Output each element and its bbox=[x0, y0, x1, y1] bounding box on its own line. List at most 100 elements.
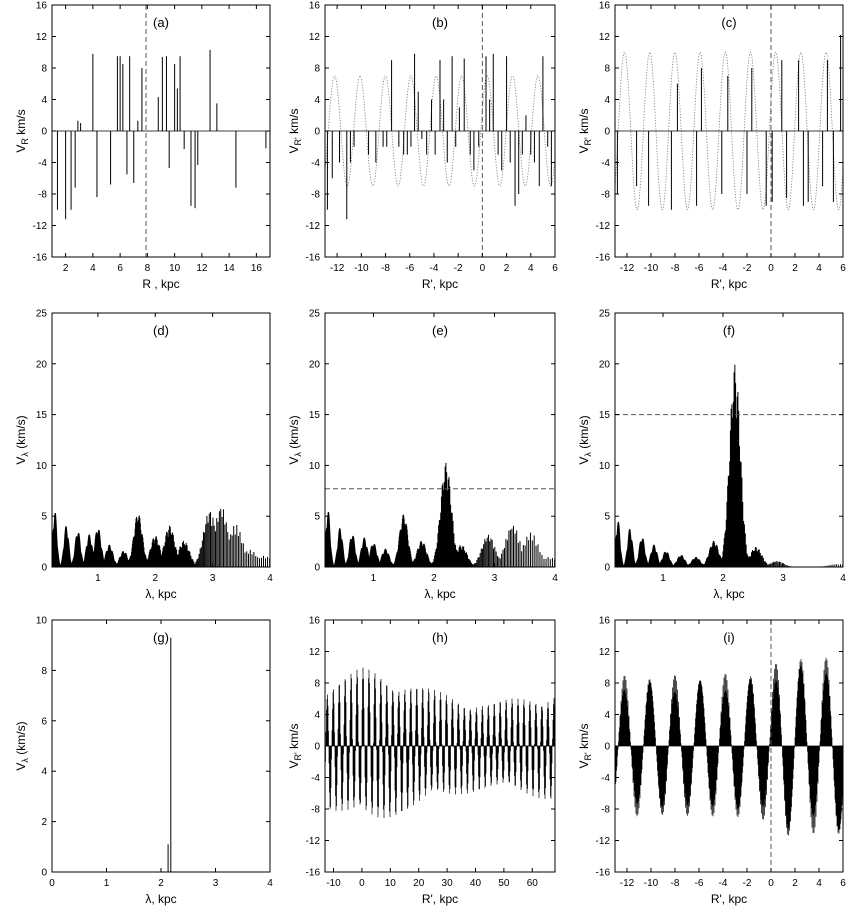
x-tick-label: -10 bbox=[644, 263, 659, 274]
y-tick-label: 20 bbox=[36, 359, 48, 370]
panel-label: (a) bbox=[153, 15, 169, 30]
y-label-symbol: V bbox=[14, 763, 28, 771]
y-label-symbol: V bbox=[287, 145, 301, 153]
y-tick-label: 8 bbox=[314, 679, 320, 690]
y-label-unit: km/s bbox=[577, 724, 591, 753]
y-tick-label: -4 bbox=[601, 158, 610, 169]
y-tick-label: 12 bbox=[599, 32, 611, 43]
y-axis-label: VR' km/s bbox=[577, 724, 593, 769]
panel-label: (b) bbox=[432, 15, 448, 30]
y-tick-label: 8 bbox=[41, 64, 47, 75]
x-tick-label: 40 bbox=[470, 878, 482, 889]
y-tick-label: -12 bbox=[306, 836, 321, 847]
y-label-subscript: R bbox=[20, 138, 30, 145]
x-tick-label: 2 bbox=[792, 263, 798, 274]
oscillation-bars bbox=[325, 667, 555, 818]
y-label-symbol: V bbox=[577, 760, 591, 768]
x-tick-label: 4 bbox=[90, 263, 96, 274]
y-tick-label: -8 bbox=[311, 805, 320, 816]
x-tick-label: 4 bbox=[840, 573, 846, 584]
y-label-subscript: R' bbox=[583, 137, 593, 145]
x-tick-label: 2 bbox=[63, 263, 69, 274]
x-tick-label: 0 bbox=[480, 263, 486, 274]
y-label-symbol: V bbox=[577, 457, 591, 465]
x-tick-label: 0 bbox=[359, 878, 365, 889]
y-tick-label: -16 bbox=[596, 253, 611, 264]
y-axis-label: VR' km/s bbox=[577, 109, 593, 154]
y-tick-label: 25 bbox=[599, 309, 611, 320]
y-tick-label: 15 bbox=[309, 410, 321, 421]
x-tick-label: 0 bbox=[49, 878, 55, 889]
y-axis-label: Vλ (km/s) bbox=[577, 415, 593, 464]
panel-label: (e) bbox=[432, 323, 448, 338]
y-tick-label: 2 bbox=[41, 817, 47, 828]
x-tick-label: 4 bbox=[816, 263, 822, 274]
x-tick-label: 8 bbox=[145, 263, 151, 274]
x-axis-label: R', kpc bbox=[711, 277, 747, 291]
y-tick-label: 8 bbox=[604, 679, 610, 690]
y-tick-label: 5 bbox=[41, 512, 47, 523]
chart-panel-f: 1 2 3 4 0 5 10 15 20 25 (f) λ, kpc Vλ (km/s) bbox=[577, 309, 846, 602]
plot-area bbox=[615, 364, 843, 567]
y-label-symbol: V bbox=[287, 457, 301, 465]
x-tick-label: 16 bbox=[251, 263, 263, 274]
x-axis-label: R , kpc bbox=[142, 277, 179, 291]
x-tick-label: 6 bbox=[552, 263, 558, 274]
y-tick-label: -4 bbox=[38, 158, 47, 169]
x-tick-label: 4 bbox=[528, 263, 534, 274]
y-tick-label: -12 bbox=[306, 221, 321, 232]
y-label-unit: (km/s) bbox=[287, 415, 301, 452]
y-tick-label: 8 bbox=[314, 64, 320, 75]
y-axis-label: Vλ (km/s) bbox=[14, 721, 30, 770]
plot-area bbox=[52, 508, 270, 567]
x-tick-label: 14 bbox=[224, 263, 236, 274]
x-tick-label: -8 bbox=[671, 263, 680, 274]
x-tick-label: 10 bbox=[385, 878, 397, 889]
x-tick-label: -12 bbox=[620, 263, 635, 274]
y-tick-label: -4 bbox=[311, 158, 320, 169]
y-label-subscript: λ bbox=[293, 452, 303, 457]
plot-area bbox=[167, 637, 172, 872]
panel-label: (c) bbox=[721, 15, 736, 30]
x-tick-label: -6 bbox=[695, 263, 704, 274]
x-tick-label: 6 bbox=[117, 263, 123, 274]
y-tick-label: -16 bbox=[306, 253, 321, 264]
x-tick-label: -12 bbox=[330, 263, 345, 274]
y-axis-label: Vλ (km/s) bbox=[287, 415, 303, 464]
y-tick-label: 6 bbox=[41, 716, 47, 727]
x-axis-label: λ, kpc bbox=[145, 587, 176, 601]
y-tick-label: -16 bbox=[33, 253, 48, 264]
y-tick-label: -8 bbox=[601, 190, 610, 201]
panel-label: (f) bbox=[723, 323, 735, 338]
y-tick-label: 20 bbox=[309, 359, 321, 370]
y-tick-label: 16 bbox=[309, 616, 321, 627]
x-tick-label: 2 bbox=[431, 573, 437, 584]
y-tick-label: -8 bbox=[311, 190, 320, 201]
y-tick-label: -8 bbox=[38, 190, 47, 201]
plot-area bbox=[325, 5, 555, 257]
x-tick-label: 50 bbox=[498, 878, 510, 889]
y-tick-label: 8 bbox=[604, 64, 610, 75]
x-tick-label: 1 bbox=[104, 878, 110, 889]
spectrum-lines bbox=[615, 364, 843, 567]
x-tick-label: 3 bbox=[213, 878, 219, 889]
x-tick-label: 2 bbox=[158, 878, 164, 889]
x-tick-label: -6 bbox=[695, 878, 704, 889]
x-axis-label: R', kpc bbox=[422, 277, 458, 291]
y-tick-label: -16 bbox=[306, 868, 321, 879]
x-tick-label: -8 bbox=[381, 263, 390, 274]
y-tick-label: 15 bbox=[36, 410, 48, 421]
y-tick-label: 12 bbox=[309, 647, 321, 658]
y-label-symbol: V bbox=[14, 145, 28, 153]
chart-panel-g: 0 1 2 3 4 0 2 4 6 8 10 (g) λ, kpc Vλ (km/s) bbox=[14, 616, 273, 907]
y-label-subscript: R' bbox=[293, 137, 303, 145]
chart-panel-d: 1 2 3 4 0 5 10 15 20 25 (d) λ, kpc Vλ (km/s) bbox=[14, 309, 273, 602]
y-label-unit: km/s bbox=[287, 109, 301, 138]
y-label-unit: km/s bbox=[14, 109, 28, 138]
y-tick-label: 5 bbox=[604, 512, 610, 523]
y-tick-label: 5 bbox=[314, 512, 320, 523]
y-tick-label: 25 bbox=[36, 309, 48, 320]
x-tick-label: -12 bbox=[620, 878, 635, 889]
y-tick-label: 10 bbox=[599, 461, 611, 472]
